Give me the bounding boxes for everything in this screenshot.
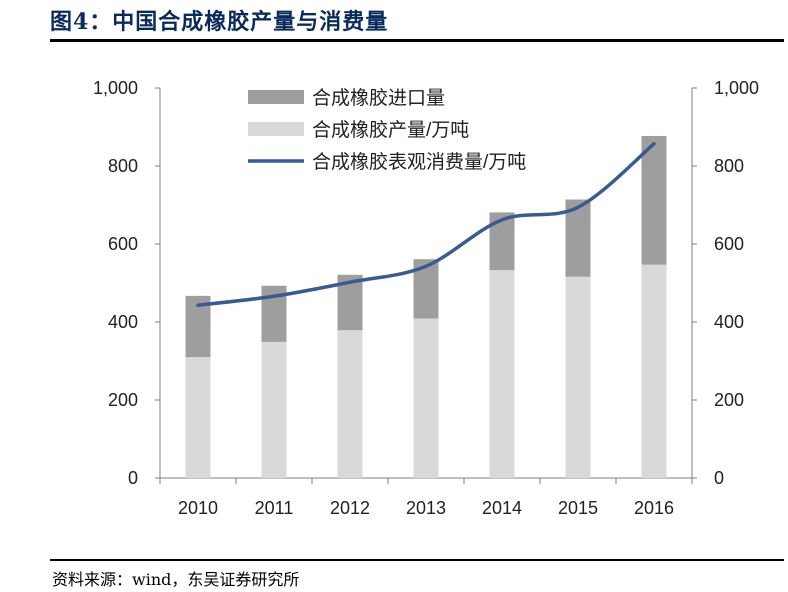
x-tick-label: 2011 bbox=[255, 498, 294, 518]
legend-production-swatch bbox=[248, 122, 304, 136]
y-tick-label-right: 400 bbox=[714, 312, 744, 332]
y-tick-label-right: 1,000 bbox=[714, 78, 759, 98]
figure-title: 图4：中国合成橡胶产量与消费量 bbox=[50, 9, 389, 35]
legend-import-label: 合成橡胶进口量 bbox=[312, 87, 445, 109]
legend-consumption-label: 合成橡胶表观消费量/万吨 bbox=[312, 151, 526, 173]
bar-production bbox=[641, 264, 667, 478]
bar-production bbox=[413, 318, 439, 478]
x-tick-label: 2013 bbox=[406, 498, 446, 518]
bar-production bbox=[337, 330, 363, 478]
bar-production bbox=[489, 270, 515, 478]
y-tick-label-left: 0 bbox=[128, 468, 138, 488]
y-tick-label-left: 400 bbox=[108, 312, 138, 332]
source-note: 资料来源：wind，东吴证券研究所 bbox=[52, 570, 300, 589]
y-tick-label-right: 800 bbox=[714, 156, 744, 176]
x-tick-label: 2012 bbox=[330, 498, 370, 518]
title-rule bbox=[50, 39, 784, 42]
source-rule bbox=[50, 559, 784, 561]
legend-production-label: 合成橡胶产量/万吨 bbox=[312, 119, 469, 141]
y-tick-label-left: 200 bbox=[108, 390, 138, 410]
y-tick-label-right: 0 bbox=[714, 468, 724, 488]
x-tick-label: 2014 bbox=[482, 498, 522, 518]
y-tick-label-left: 600 bbox=[108, 234, 138, 254]
y-tick-label-right: 200 bbox=[714, 390, 744, 410]
bar-production bbox=[185, 357, 211, 478]
bar-import bbox=[641, 135, 667, 265]
y-tick-label-right: 600 bbox=[714, 234, 744, 254]
y-tick-label-left: 800 bbox=[108, 156, 138, 176]
bar-production bbox=[261, 341, 287, 478]
y-tick-label-left: 1,000 bbox=[93, 78, 138, 98]
consumption-line bbox=[196, 142, 656, 307]
bar-production bbox=[565, 276, 591, 478]
legend-import-swatch bbox=[248, 90, 304, 104]
x-tick-label: 2016 bbox=[634, 498, 674, 518]
x-tick-label: 2015 bbox=[558, 498, 598, 518]
x-tick-label: 2010 bbox=[178, 498, 218, 518]
